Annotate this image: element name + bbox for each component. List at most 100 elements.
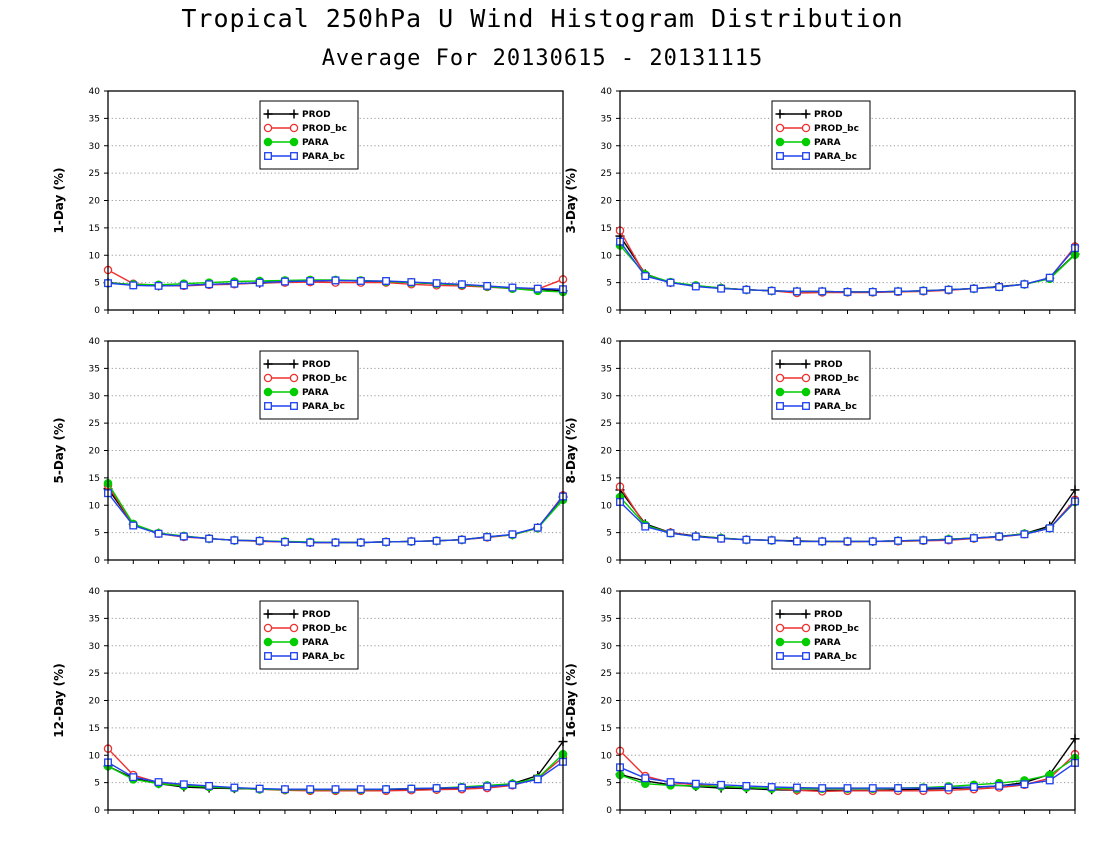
legend-label: PROD [302, 610, 331, 620]
y-tick-label: 15 [89, 474, 100, 484]
data-point [407, 784, 416, 793]
series-para-bc [616, 758, 1079, 793]
series-line [107, 492, 564, 544]
legend-item-prod: PROD [263, 109, 331, 120]
data-point [717, 780, 726, 789]
data-point [483, 533, 492, 541]
legend-label: PARA [814, 388, 841, 398]
y-axis-label: 8-Day (%) [564, 417, 578, 483]
legend-marker [289, 109, 299, 119]
y-tick-label: 15 [601, 224, 612, 234]
y-tick-label: 10 [601, 251, 613, 261]
legend-marker [776, 652, 784, 660]
legend-item-para: PARA [263, 387, 329, 398]
legend-item-para-bc: PARA_bc [264, 652, 345, 662]
y-tick-label: 0 [94, 556, 100, 566]
y-tick-label: 35 [89, 114, 100, 124]
data-point [919, 286, 928, 295]
legend-item-prod-bc: PROD_bc [775, 373, 859, 384]
legend-item-para-bc: PARA_bc [264, 402, 345, 412]
data-point [382, 537, 391, 546]
data-point [280, 537, 289, 546]
legend: PROD PROD_bc PARA PARA_bc [771, 100, 871, 170]
legend-marker [775, 359, 785, 369]
legend-item-para: PARA [263, 137, 329, 148]
legend-item-para-bc: PARA_bc [776, 152, 857, 162]
data-point [331, 276, 340, 285]
legend: PROD PROD_bc PARA PARA_bc [259, 350, 359, 420]
data-point [792, 783, 801, 792]
legend-marker [801, 373, 811, 383]
data-point [483, 281, 492, 290]
data-point [306, 538, 315, 547]
legend-marker [289, 623, 299, 633]
data-point [356, 538, 365, 547]
data-point [691, 282, 700, 291]
legend-marker [775, 637, 785, 647]
legend-label: PARA_bc [814, 652, 857, 662]
legend-marker [776, 402, 784, 410]
y-tick-label: 30 [89, 142, 101, 152]
series-line [619, 486, 1076, 543]
y-tick-label: 40 [89, 87, 101, 97]
data-point [255, 784, 264, 793]
panel-4: 0 5 10 15 20 25 30 35 40 8-Day (%) PROD PROD_bc PARA… [564, 337, 1080, 566]
data-point [1045, 273, 1054, 282]
y-tick-label: 20 [89, 447, 101, 457]
data-point [230, 536, 239, 545]
data-point [230, 783, 239, 792]
data-point [641, 272, 650, 281]
legend-item-prod-bc: PROD_bc [263, 623, 347, 634]
legend: PROD PROD_bc PARA PARA_bc [259, 100, 359, 170]
legend-label: PARA [814, 138, 841, 148]
legend-label: PROD_bc [814, 374, 859, 384]
y-tick-label: 25 [601, 419, 612, 429]
legend-marker [290, 152, 298, 160]
legend-marker [264, 402, 272, 410]
y-tick-label: 30 [89, 392, 101, 402]
data-point [306, 277, 315, 285]
data-point [255, 278, 264, 287]
legend-label: PARA_bc [814, 402, 857, 412]
y-tick-label: 0 [606, 306, 612, 316]
data-point [995, 283, 1004, 291]
legend-marker [775, 137, 785, 147]
y-tick-label: 15 [601, 474, 612, 484]
y-tick-label: 15 [89, 224, 100, 234]
y-axis-label: 1-Day (%) [52, 167, 66, 233]
y-tick-label: 20 [601, 447, 613, 457]
data-point [641, 774, 650, 783]
data-point [717, 284, 726, 293]
legend-marker [775, 609, 785, 619]
legend-item-para: PARA [775, 637, 841, 648]
y-tick-label: 20 [89, 697, 101, 707]
series-line [619, 500, 1076, 543]
panel-3: 0 5 10 15 20 25 30 35 40 5-Day (%) PROD PROD_bc PARA… [52, 337, 568, 566]
data-point [533, 523, 542, 532]
legend-marker [289, 637, 299, 647]
data-point [154, 529, 163, 538]
legend-item-prod-bc: PROD_bc [263, 373, 347, 384]
legend-label: PARA [814, 638, 841, 648]
legend-item-para: PARA [775, 387, 841, 398]
data-point [843, 287, 852, 296]
data-point [818, 784, 827, 793]
data-point [407, 537, 416, 546]
y-tick-label: 25 [601, 169, 612, 179]
data-point [280, 277, 289, 286]
legend-box [259, 350, 359, 420]
legend-item-para-bc: PARA_bc [776, 652, 857, 662]
data-point [691, 532, 700, 541]
data-point [457, 280, 466, 289]
legend-label: PARA [302, 638, 329, 648]
legend-label: PROD_bc [814, 124, 859, 134]
data-point [868, 784, 877, 793]
data-point [894, 287, 903, 296]
legend-label: PARA_bc [814, 152, 857, 162]
data-point [969, 284, 978, 293]
series-prod [615, 231, 1080, 297]
legend-marker [775, 387, 785, 397]
plot-frame [619, 90, 1076, 311]
data-point [818, 287, 827, 296]
